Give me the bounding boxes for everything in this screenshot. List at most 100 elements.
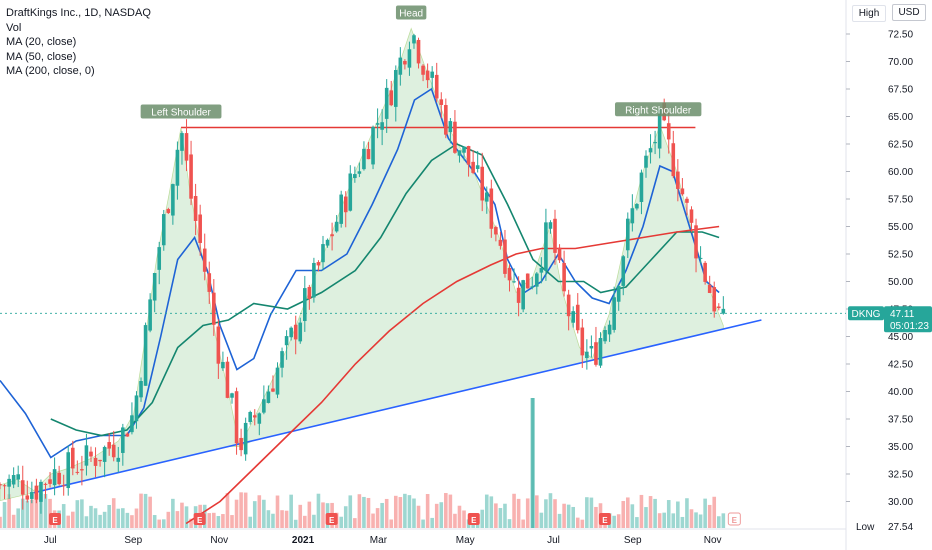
legend-vol: Vol bbox=[6, 21, 22, 34]
candle-body bbox=[171, 184, 175, 216]
candle-body bbox=[539, 268, 544, 273]
candle-body bbox=[653, 142, 657, 144]
candle-body bbox=[125, 433, 130, 437]
earnings-marker-label: E bbox=[52, 516, 58, 525]
candle-body bbox=[453, 121, 457, 153]
volume-bar bbox=[657, 513, 662, 528]
candle-body bbox=[16, 474, 20, 480]
volume-bar bbox=[89, 505, 93, 528]
earnings-marker bbox=[467, 513, 480, 525]
candle-body bbox=[316, 262, 321, 266]
candle-body bbox=[102, 446, 107, 462]
volume-bar bbox=[353, 518, 357, 528]
volume-bar bbox=[16, 508, 20, 528]
volume-bar bbox=[321, 502, 325, 528]
candle-body bbox=[384, 87, 389, 119]
y-tick-label: 52.50 bbox=[888, 250, 913, 261]
volume-bar bbox=[393, 495, 398, 528]
candle-body bbox=[252, 415, 257, 418]
candle-body bbox=[52, 469, 57, 486]
candle-body bbox=[621, 256, 626, 286]
candle-body bbox=[689, 209, 694, 223]
candle-body bbox=[266, 391, 271, 403]
volume-bar bbox=[648, 496, 653, 528]
volume-bar bbox=[339, 516, 343, 528]
candle-body bbox=[80, 469, 84, 471]
y-tick-label: 45.00 bbox=[888, 332, 913, 343]
candle-body bbox=[585, 351, 589, 359]
volume-bar bbox=[489, 496, 494, 528]
volume-bar bbox=[625, 497, 630, 528]
volume-bar bbox=[234, 499, 239, 528]
volume-bar bbox=[421, 519, 425, 528]
volume-bar bbox=[644, 507, 648, 528]
volume-bar bbox=[230, 515, 234, 528]
volume-bar bbox=[302, 515, 307, 528]
candle-body bbox=[61, 485, 66, 487]
volume-bar bbox=[407, 495, 412, 528]
volume-bar bbox=[102, 511, 107, 528]
volume-bar bbox=[262, 499, 266, 528]
candle-body bbox=[189, 154, 193, 199]
candle-body bbox=[207, 273, 212, 292]
candle-body bbox=[635, 204, 639, 209]
candle-body bbox=[7, 478, 11, 487]
candle-body bbox=[644, 155, 648, 168]
candle-body bbox=[30, 492, 34, 499]
volume-bar bbox=[389, 519, 394, 528]
x-tick-label: Jul bbox=[547, 535, 560, 546]
candle-body bbox=[498, 239, 503, 246]
candle-body bbox=[721, 308, 726, 314]
high-button[interactable]: High bbox=[852, 5, 886, 22]
candle-body bbox=[334, 221, 339, 232]
candle-body bbox=[716, 306, 721, 309]
volume-bar bbox=[257, 495, 262, 528]
candle-body bbox=[139, 381, 143, 398]
volume-bar bbox=[125, 512, 130, 528]
candle-body bbox=[566, 294, 571, 317]
y-tick-label: 70.00 bbox=[888, 57, 913, 68]
y-tick-label: 32.50 bbox=[888, 470, 913, 481]
candle-body bbox=[439, 99, 444, 105]
volume-bar bbox=[721, 513, 726, 528]
volume-bar bbox=[571, 506, 576, 528]
candle-body bbox=[343, 196, 348, 213]
candlesticks bbox=[0, 33, 726, 514]
candle-body bbox=[2, 485, 7, 487]
volume-bar bbox=[653, 498, 657, 528]
candle-body bbox=[298, 322, 303, 342]
candle-body bbox=[580, 327, 585, 356]
candle-body bbox=[239, 437, 243, 451]
candle-body bbox=[507, 267, 512, 281]
volume-bar bbox=[671, 513, 676, 528]
volume-bar bbox=[380, 502, 384, 528]
volume-bar bbox=[375, 508, 380, 528]
volume-bar bbox=[484, 494, 489, 528]
volume-bar bbox=[61, 504, 66, 528]
annotation-label: Right Shoulder bbox=[625, 105, 692, 116]
candle-body bbox=[198, 214, 202, 243]
volume-bar bbox=[516, 498, 521, 528]
candle-body bbox=[616, 286, 621, 302]
candle-body bbox=[393, 70, 398, 107]
candle-body bbox=[589, 346, 594, 349]
candle-body bbox=[330, 234, 334, 237]
candle-body bbox=[503, 239, 507, 274]
candle-body bbox=[93, 457, 98, 466]
candle-body bbox=[480, 166, 485, 201]
volume-bar bbox=[689, 509, 694, 528]
volume-bar bbox=[548, 493, 553, 528]
y-tick-label: 67.50 bbox=[888, 85, 913, 96]
candle-body bbox=[57, 472, 61, 485]
candle-body bbox=[535, 273, 539, 287]
candle-body bbox=[321, 244, 325, 263]
currency-button[interactable]: USD bbox=[892, 4, 926, 21]
candle-body bbox=[594, 342, 598, 365]
y-tick-label: 65.00 bbox=[888, 112, 913, 123]
candle-body bbox=[348, 173, 353, 211]
volume-bar bbox=[521, 519, 525, 528]
candle-body bbox=[166, 209, 171, 213]
